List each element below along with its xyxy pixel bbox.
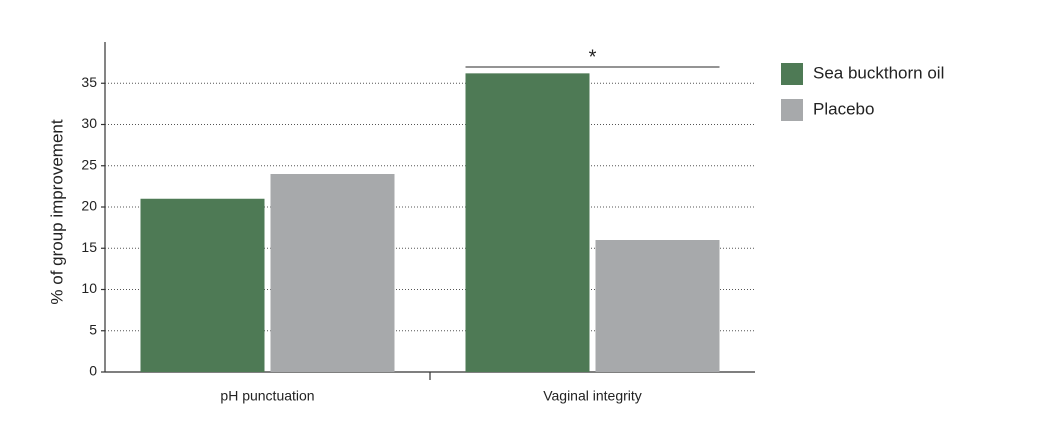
y-tick-label: 20 — [81, 198, 97, 214]
annotation: * — [589, 46, 597, 68]
legend-swatch — [781, 63, 803, 85]
legend-label: Placebo — [813, 99, 874, 118]
bar — [140, 198, 265, 372]
y-tick-label: 10 — [81, 280, 97, 296]
y-axis-label: % of group improvement — [47, 119, 66, 304]
y-tick-label: 30 — [81, 115, 97, 131]
y-tick-label: 35 — [81, 74, 97, 90]
x-tick-label: Vaginal integrity — [543, 388, 642, 404]
bar — [270, 174, 395, 372]
x-tick-label: pH punctuation — [220, 388, 314, 404]
bar — [465, 73, 590, 372]
bar — [595, 240, 720, 372]
y-tick-label: 15 — [81, 239, 97, 255]
y-tick-label: 5 — [89, 321, 97, 337]
legend-label: Sea buckthorn oil — [813, 63, 944, 82]
y-tick-label: 25 — [81, 156, 97, 172]
y-tick-label: 0 — [89, 363, 97, 379]
legend-swatch — [781, 99, 803, 121]
